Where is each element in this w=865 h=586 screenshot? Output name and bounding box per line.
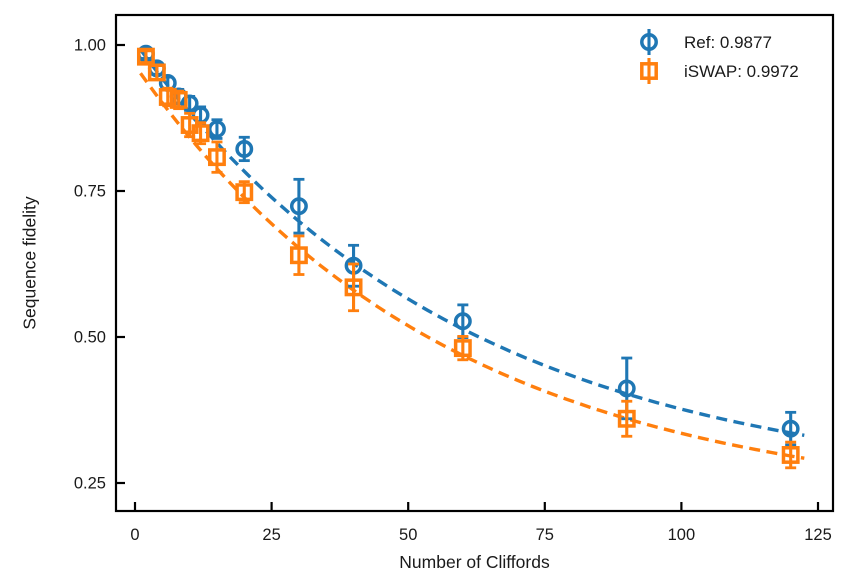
errorbar (211, 140, 223, 174)
data-point-circle (208, 120, 226, 139)
y-tick-label: 0.75 (74, 183, 106, 201)
legend-label-iSWAP: iSWAP: 0.9972 (684, 62, 799, 81)
data-point-circle (235, 140, 254, 158)
data-point-square (453, 339, 472, 358)
series-Ref (136, 44, 800, 447)
data-point-circle (453, 312, 472, 331)
errorbar (457, 303, 469, 339)
data-point-square (169, 90, 188, 109)
errorbar (293, 177, 305, 235)
data-point-circle (180, 94, 199, 113)
data-point-circle (289, 197, 308, 216)
x-axis-label: Number of Cliffords (399, 552, 550, 572)
data-point-square (289, 246, 308, 265)
y-tick-label: 1.00 (74, 37, 106, 55)
y-tick-label: 0.25 (74, 475, 106, 493)
legend-entry-Ref: Ref: 0.9877 (640, 29, 772, 55)
data-point-square (191, 124, 210, 143)
y-axis-label: Sequence fidelity (19, 196, 40, 330)
data-point-square (344, 278, 363, 297)
plot-area (136, 44, 805, 470)
data-point-square (158, 88, 177, 106)
errorbar (348, 262, 360, 313)
x-tick-label: 50 (399, 526, 417, 544)
data-point-circle (781, 419, 800, 438)
fit-line-Ref (139, 48, 805, 437)
data-point-square (147, 63, 166, 82)
data-point-square (208, 148, 226, 167)
errorbar (621, 399, 633, 438)
legend-label-Ref: Ref: 0.9877 (684, 33, 772, 52)
data-point-circle (617, 379, 636, 398)
data-point-square (617, 409, 636, 428)
series-iSWAP (136, 47, 800, 470)
fit-line-iSWAP (139, 72, 805, 460)
x-tick-label: 0 (130, 526, 139, 544)
errorbar (293, 234, 305, 276)
errorbar (785, 410, 797, 447)
data-point-square (136, 47, 155, 66)
legend-marker-circle (640, 33, 658, 51)
legend: Ref: 0.9877 iSWAP: 0.9972 (640, 29, 799, 84)
x-tick-label: 125 (804, 526, 832, 544)
x-tick-label: 100 (668, 526, 696, 544)
legend-marker-square (640, 62, 658, 80)
data-point-square (781, 446, 800, 464)
y-tick-label: 0.50 (74, 329, 106, 347)
data-point-square (235, 183, 254, 202)
plot-frame (114, 13, 835, 513)
legend-entry-iSWAP: iSWAP: 0.9972 (640, 58, 799, 84)
x-tick-label: 75 (536, 526, 554, 544)
x-tick-label: 25 (262, 526, 280, 544)
